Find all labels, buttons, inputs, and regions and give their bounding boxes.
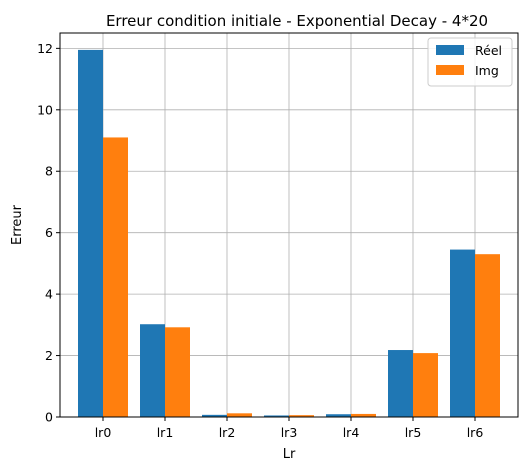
- y-tick-label: 4: [45, 287, 53, 302]
- legend-label-img: Img: [475, 63, 499, 78]
- y-tick-label: 2: [45, 348, 53, 363]
- bar-img-lr1: [165, 327, 190, 417]
- y-axis-ticks: 0 2 4 6 8 10 12: [37, 41, 60, 425]
- y-tick-label: 6: [45, 225, 53, 240]
- bar-img-lr3: [289, 415, 314, 417]
- y-tick-label: 0: [45, 410, 53, 425]
- bar-reel-lr3: [264, 415, 289, 417]
- bar-reel-lr4: [326, 414, 351, 417]
- bar-reel-lr5: [388, 350, 413, 417]
- grid-lines: [60, 33, 518, 418]
- x-axis-ticks: lr0 lr1 lr2 lr3 lr4 lr5 lr6: [95, 417, 484, 440]
- bar-img-lr2: [227, 413, 252, 417]
- bar-reel-lr0: [78, 49, 103, 418]
- legend-swatch-reel: [436, 45, 464, 55]
- y-axis-label: Erreur: [10, 204, 25, 245]
- bar-reel-lr6: [450, 249, 475, 417]
- x-tick-label: lr2: [219, 425, 236, 440]
- y-tick-label: 10: [37, 102, 53, 117]
- y-tick-label: 12: [37, 41, 53, 56]
- x-tick-label: lr0: [95, 425, 112, 440]
- x-tick-label: lr1: [157, 425, 174, 440]
- bar-img-lr0: [103, 137, 128, 417]
- x-tick-label: lr5: [405, 425, 422, 440]
- x-tick-label: lr4: [343, 425, 360, 440]
- y-tick-label: 8: [45, 164, 53, 179]
- chart-title: Erreur condition initiale - Exponential …: [106, 12, 488, 30]
- bar-img-lr6: [475, 254, 500, 417]
- legend-swatch-img: [436, 65, 464, 75]
- x-axis-label: Lr: [283, 447, 296, 462]
- x-tick-label: lr3: [281, 425, 298, 440]
- bar-reel-lr2: [202, 414, 227, 417]
- legend: Réel Img: [427, 37, 513, 87]
- bar-reel-lr1: [140, 324, 165, 417]
- legend-label-reel: Réel: [475, 43, 502, 58]
- bar-img-lr5: [413, 353, 438, 417]
- bar-img-lr4: [351, 413, 376, 417]
- x-tick-label: lr6: [467, 425, 484, 440]
- bars: [78, 49, 500, 418]
